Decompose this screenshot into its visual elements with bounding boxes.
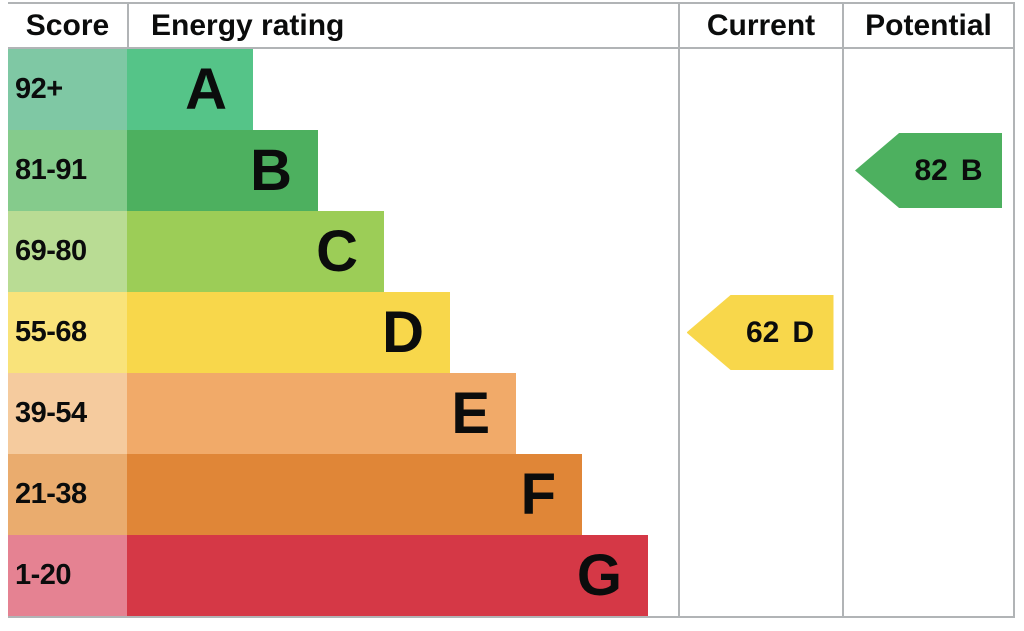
rating-bar-d: D [127, 292, 450, 373]
rating-row-g: 1-20 G [8, 535, 1013, 616]
current-column-divider [678, 49, 680, 616]
epc-rating-chart: Score Energy rating Current Potential 92… [8, 2, 1015, 618]
score-range-label-b: 81-91 [8, 130, 127, 211]
score-range-label-a: 92+ [8, 49, 127, 130]
current-rating-letter: D [792, 315, 815, 349]
chart-header: Score Energy rating Current Potential [8, 4, 1013, 49]
score-range-label-e: 39-54 [8, 373, 127, 454]
header-current: Current [678, 4, 842, 47]
rating-bar-g: G [127, 535, 648, 616]
rating-bar-e: E [127, 373, 516, 454]
score-range-label-d: 55-68 [8, 292, 127, 373]
potential-rating-letter: B [960, 153, 983, 187]
potential-score-value: 82 [914, 153, 948, 187]
rating-row-b: 81-91 B [8, 130, 1013, 211]
rating-row-e: 39-54 E [8, 373, 1013, 454]
rating-bar-c: C [127, 211, 384, 292]
potential-column-divider [842, 49, 844, 616]
rating-row-a: 92+ A [8, 49, 1013, 130]
rating-bar-b: B [127, 130, 318, 211]
chart-body: 92+ A 81-91 B 69-80 C 55-68 D 39-54 E 21-38 F 1-20 G [8, 49, 1013, 616]
rating-bar-a: A [127, 49, 253, 130]
score-range-label-f: 21-38 [8, 454, 127, 535]
score-range-label-c: 69-80 [8, 211, 127, 292]
rating-row-d: 55-68 D [8, 292, 1013, 373]
rating-row-f: 21-38 F [8, 454, 1013, 535]
rating-row-c: 69-80 C [8, 211, 1013, 292]
header-score: Score [25, 8, 110, 42]
score-range-label-g: 1-20 [8, 535, 127, 616]
header-energy-rating: Energy rating [127, 4, 678, 47]
rating-bar-f: F [127, 454, 582, 535]
header-potential: Potential [842, 4, 1013, 47]
current-score-value: 62 [745, 315, 780, 349]
